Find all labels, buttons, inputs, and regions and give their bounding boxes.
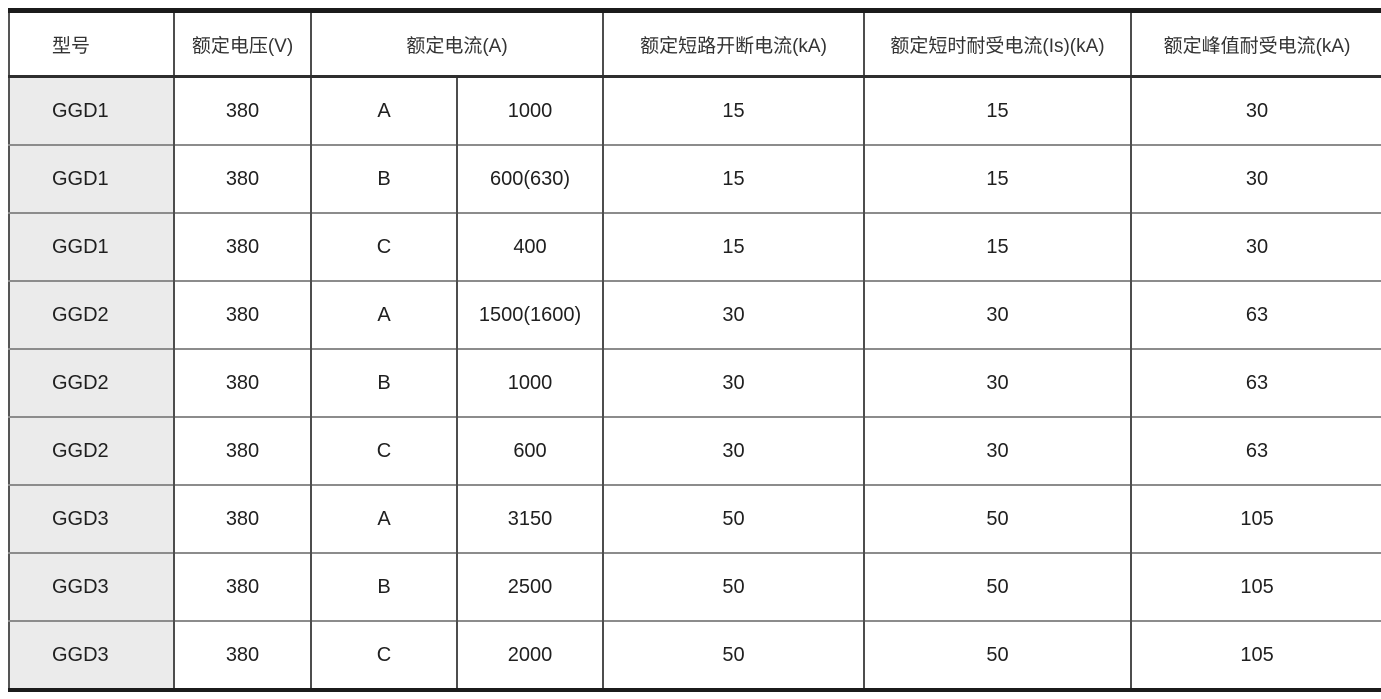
table-cell: 2000 [455,620,604,690]
table-cell: 15 [602,144,865,213]
table-cell: 50 [863,484,1132,553]
table-cell: 380 [173,620,311,690]
table-cell: 50 [602,484,865,553]
table-cell: 380 [173,484,311,553]
table-cell: 105 [1130,552,1381,621]
col-header-short-time-withstand: 额定短时耐受电流(Is)(kA) [863,10,1132,78]
table-row: GGD3 380 B 2500 50 50 105 [9,552,1381,621]
header-row: 型号 额定电压(V) 额定电流(A) 额定短路开断电流(kA) 额定短时耐受电流… [9,10,1381,78]
table-cell: 50 [602,620,865,690]
table-row: GGD1 380 A 1000 15 15 30 [9,76,1381,145]
table-cell: GGD1 [9,212,174,281]
table-body: GGD1 380 A 1000 15 15 30 GGD1 380 B 600(630) 15 15 30… [9,76,1381,690]
col-header-rated-voltage: 额定电压(V) [173,10,311,78]
table-cell: 30 [863,348,1132,417]
table-cell: 380 [173,416,311,485]
table-cell: 400 [455,212,604,281]
table-cell: GGD1 [9,144,174,213]
table-cell: 15 [863,76,1132,145]
table-row: GGD2 380 A 1500(1600) 30 30 63 [9,280,1381,349]
table-cell: 30 [1130,144,1381,213]
table-cell: B [310,348,457,417]
table-row: GGD3 380 A 3150 50 50 105 [9,484,1381,553]
table-row: GGD1 380 B 600(630) 15 15 30 [9,144,1381,213]
table-cell: 105 [1130,620,1381,690]
table-cell: 600(630) [455,144,604,213]
table-cell: 30 [863,416,1132,485]
ggd-spec-table: 型号 额定电压(V) 额定电流(A) 额定短路开断电流(kA) 额定短时耐受电流… [8,8,1381,692]
table-cell: 380 [173,212,311,281]
col-header-model: 型号 [9,10,174,78]
table-cell: 63 [1130,348,1381,417]
table-cell: 30 [602,280,865,349]
table-cell: 15 [602,76,865,145]
table-cell: 63 [1130,416,1381,485]
table-cell: GGD3 [9,620,174,690]
table-cell: A [310,76,457,145]
table-cell: 600 [455,416,604,485]
table-cell: 1000 [455,76,604,145]
table-cell: B [310,144,457,213]
table-cell: GGD2 [9,416,174,485]
table-cell: GGD1 [9,76,174,145]
table-cell: 30 [1130,212,1381,281]
col-header-rated-current: 额定电流(A) [309,10,604,78]
table-cell: 105 [1130,484,1381,553]
col-header-peak-withstand: 额定峰值耐受电流(kA) [1130,10,1381,78]
table-cell: GGD2 [9,280,174,349]
table-cell: GGD3 [9,484,174,553]
table-cell: A [310,484,457,553]
table-cell: 30 [1130,76,1381,145]
table-cell: A [310,280,457,349]
table-cell: GGD2 [9,348,174,417]
table-cell: 380 [173,144,311,213]
table-cell: 15 [602,212,865,281]
table-cell: 3150 [455,484,604,553]
table-cell: C [310,212,457,281]
table-cell: 63 [1130,280,1381,349]
table-cell: GGD3 [9,552,174,621]
table-cell: 50 [863,620,1132,690]
col-header-breaking-current: 额定短路开断电流(kA) [602,10,865,78]
table-row: GGD2 380 B 1000 30 30 63 [9,348,1381,417]
table-cell: C [310,620,457,690]
table-cell: 2500 [455,552,604,621]
table-cell: 50 [602,552,865,621]
table-cell: 380 [173,76,311,145]
table-cell: 30 [602,348,865,417]
table-cell: 380 [173,280,311,349]
table-cell: 15 [863,144,1132,213]
table-cell: 15 [863,212,1132,281]
table-row: GGD1 380 C 400 15 15 30 [9,212,1381,281]
table-cell: 30 [863,280,1132,349]
table-cell: 30 [602,416,865,485]
table-cell: 380 [173,348,311,417]
table-row: GGD3 380 C 2000 50 50 105 [9,620,1381,690]
table-cell: C [310,416,457,485]
table-cell: 1500(1600) [455,280,604,349]
table-cell: 1000 [455,348,604,417]
table-row: GGD2 380 C 600 30 30 63 [9,416,1381,485]
table-cell: B [310,552,457,621]
table-cell: 50 [863,552,1132,621]
table-cell: 380 [173,552,311,621]
